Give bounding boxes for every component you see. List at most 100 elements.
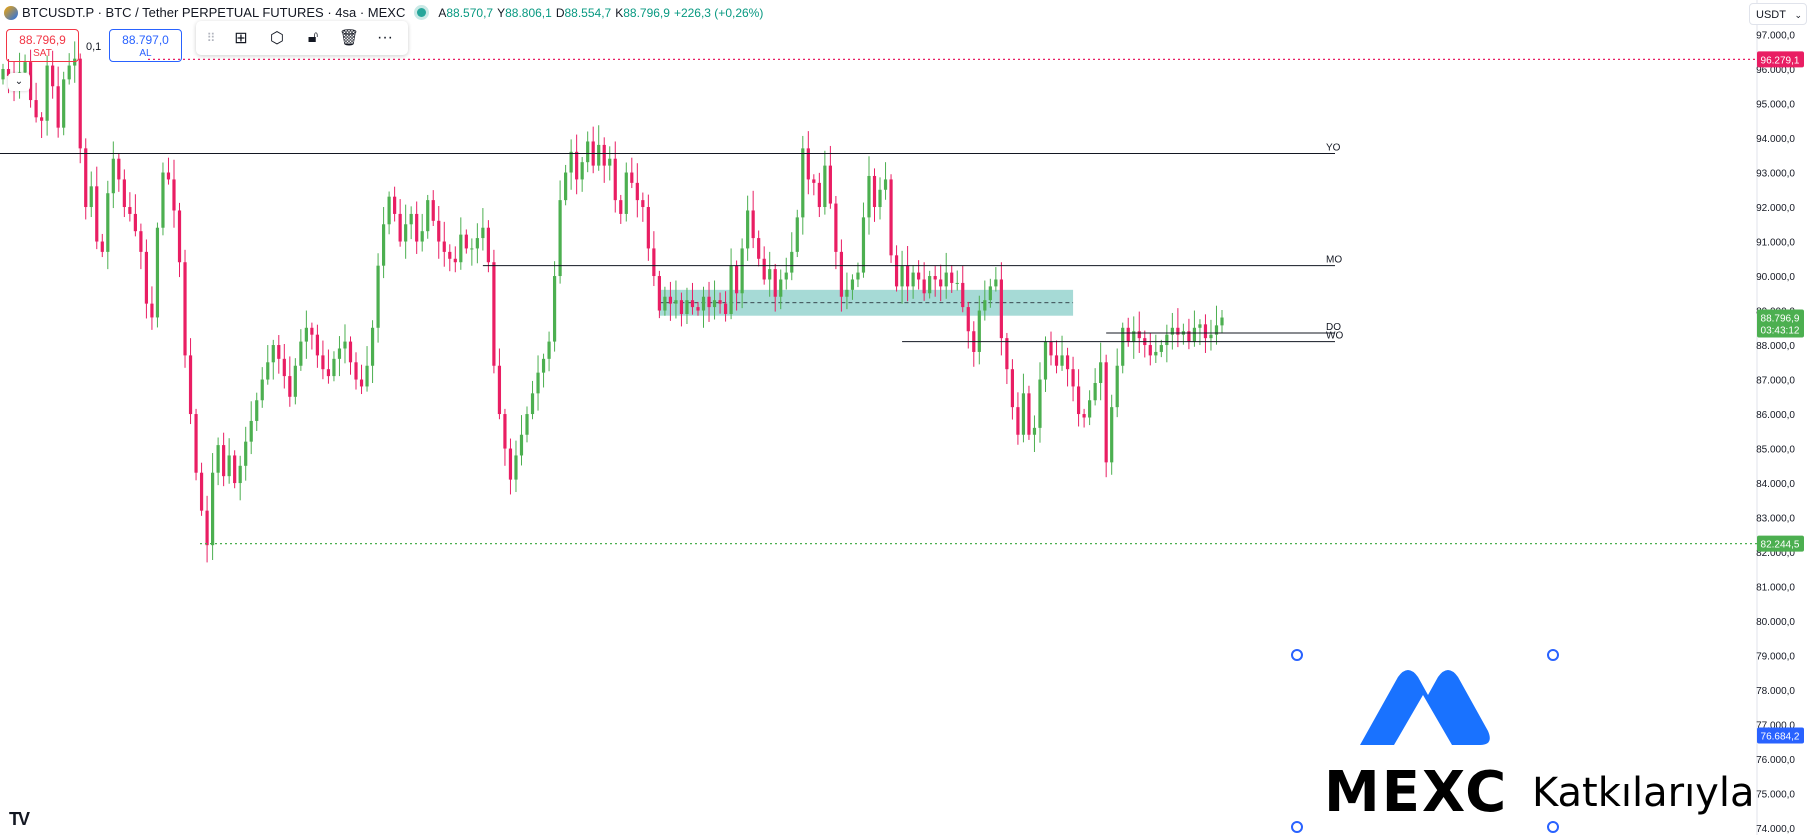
candle-body — [679, 300, 684, 314]
candle-body — [1076, 386, 1081, 415]
candle-body — [619, 200, 623, 214]
candle-body — [801, 148, 805, 218]
candle-body — [872, 175, 877, 208]
candle-body — [475, 238, 479, 249]
candle-body — [624, 172, 628, 214]
candle-body — [249, 420, 253, 442]
ohlc-low: D88.554,7 — [555, 5, 612, 20]
candle-body — [310, 327, 314, 335]
candle-body — [817, 182, 821, 208]
candle-body — [155, 227, 160, 318]
candle-body — [757, 238, 761, 259]
candle-body — [144, 251, 149, 304]
alert-tag — [1757, 51, 1804, 68]
candle-body — [1038, 379, 1042, 428]
candle-body — [519, 434, 524, 456]
candle-body — [602, 144, 606, 166]
symbol-header: BTCUSDT.P · BTC / Tether PERPETUAL FUTUR… — [4, 5, 763, 20]
candle-body — [1159, 345, 1163, 352]
candle-body — [894, 255, 899, 287]
y-tick-label: 78.000,0 — [1756, 686, 1795, 697]
candle-body — [812, 179, 816, 183]
price-tag-label: 88.796,9 — [1761, 314, 1800, 325]
candle-body — [398, 213, 402, 242]
candle-body — [277, 345, 281, 359]
candle-body — [701, 296, 706, 311]
y-tick-label: 95.000,0 — [1756, 100, 1795, 111]
y-tick-label: 91.000,0 — [1756, 238, 1795, 249]
sell-button[interactable]: 88.796,9 SAT — [6, 29, 79, 62]
candle-body — [376, 265, 380, 328]
y-tick-label: 92.000,0 — [1756, 203, 1795, 214]
settings-icon[interactable]: ⬡ — [270, 30, 284, 47]
y-tick-label: 93.000,0 — [1756, 169, 1795, 180]
candle-body — [128, 207, 132, 214]
candle-body — [707, 296, 711, 308]
ohlc-open: A88.570,7 — [438, 5, 494, 20]
alert-tag-label: 82.244,5 — [1761, 540, 1800, 551]
candle-body — [977, 310, 981, 352]
candle-body — [404, 224, 408, 242]
candle-body — [260, 379, 264, 401]
candle-body — [850, 279, 855, 290]
candle-body — [983, 300, 987, 311]
candle-body — [1093, 382, 1097, 401]
candle-body — [381, 224, 386, 266]
candle-body — [1148, 345, 1152, 356]
candle-body — [205, 510, 209, 546]
candle-body — [359, 379, 364, 387]
more-icon[interactable]: ··· — [377, 29, 393, 46]
candle-body — [177, 210, 182, 263]
candle-body — [1060, 355, 1064, 366]
y-tick-label: 90.000,0 — [1756, 272, 1795, 283]
sell-label: SAT — [33, 48, 52, 59]
candle-body — [928, 276, 932, 294]
candle-body — [1104, 362, 1108, 463]
candle-body — [541, 358, 546, 373]
buy-button[interactable]: 88.797,0 AL — [109, 29, 182, 62]
candle-body — [431, 200, 435, 221]
candle-body — [674, 300, 678, 304]
drag-handle-icon[interactable]: ⠿ — [206, 31, 216, 45]
candle-body — [773, 269, 777, 297]
candle-body — [150, 303, 154, 318]
candle-body — [326, 369, 331, 377]
selection-handle[interactable] — [1291, 649, 1303, 661]
tradingview-logo-icon[interactable]: TV — [9, 809, 30, 829]
selection-handle[interactable] — [1547, 649, 1559, 661]
candle-body — [1192, 327, 1197, 342]
currency-label: USDT — [1756, 9, 1786, 21]
candle-body — [1065, 355, 1070, 370]
candle-body — [1005, 338, 1009, 370]
candle-body — [514, 455, 518, 480]
y-tick-label: 94.000,0 — [1756, 134, 1795, 145]
candle-body — [856, 272, 860, 280]
candle-body — [1154, 351, 1158, 356]
unlock-icon[interactable]: 🔓︎ — [307, 29, 319, 46]
candle-body — [1043, 341, 1048, 380]
candle-body — [718, 300, 722, 304]
candle-body — [1198, 324, 1202, 328]
market-open-icon — [417, 8, 427, 17]
candle-body — [122, 179, 126, 208]
y-tick-label: 74.000,0 — [1756, 824, 1795, 835]
y-tick-label: 76.000,0 — [1756, 755, 1795, 766]
candle-body — [1021, 393, 1026, 435]
selection-handle[interactable] — [1291, 821, 1303, 833]
candle-body — [944, 272, 948, 287]
symbol-title[interactable]: BTCUSDT.P · BTC / Tether PERPETUAL FUTUR… — [22, 5, 406, 20]
trash-icon[interactable]: 🗑︎ — [338, 30, 360, 47]
candle-body — [188, 355, 193, 415]
candle-body — [321, 355, 325, 370]
selection-handle[interactable] — [1547, 821, 1559, 833]
candle-body — [337, 348, 342, 359]
candle-body — [883, 179, 888, 190]
currency-select[interactable]: USDT ⌄ — [1749, 3, 1807, 25]
candle-body — [255, 400, 259, 421]
add-widget-icon[interactable]: ⊞ — [234, 30, 248, 47]
candle-body — [784, 272, 788, 280]
collapse-chevron-icon[interactable]: ⌄ — [8, 73, 30, 91]
candle-body — [183, 262, 187, 356]
candle-body — [62, 79, 66, 128]
